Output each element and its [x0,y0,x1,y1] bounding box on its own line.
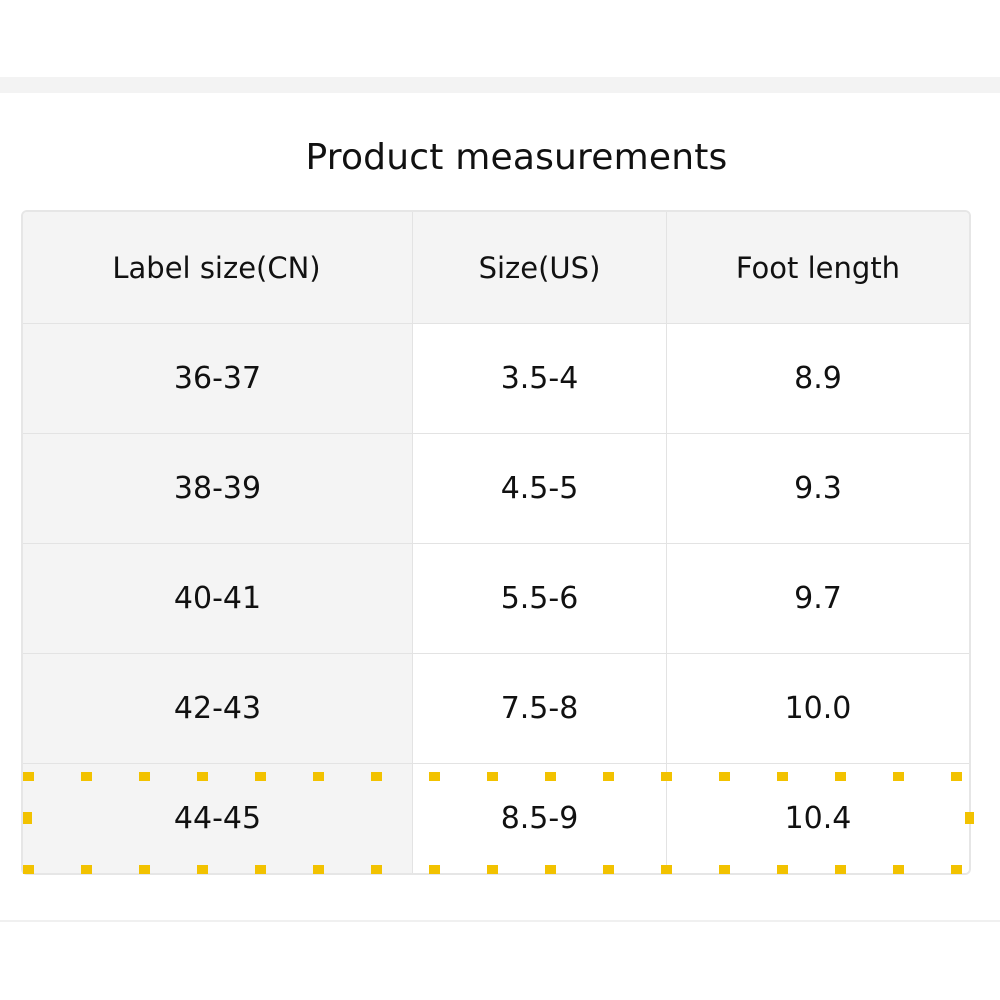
cell-label-size: 38-39 [23,434,413,543]
cell-label-size: 42-43 [23,654,413,763]
table-row-highlighted: 44-45 8.5-9 10.4 [23,763,969,873]
header-label-size: Label size(CN) [23,212,413,323]
page-title: Product measurements [305,137,728,178]
cell-size-us: 7.5-8 [413,654,667,763]
cell-label-size: 44-45 [23,764,413,873]
header-foot-length: Foot length [667,212,969,323]
cell-foot-length: 8.9 [667,324,969,433]
cell-foot-length: 9.3 [667,434,969,543]
bottom-divider [0,920,1000,922]
measurements-table: Label size(CN) Size(US) Foot length 36-3… [21,210,971,875]
cell-foot-length: 10.4 [667,764,969,873]
cell-size-us: 4.5-5 [413,434,667,543]
top-divider [0,77,1000,93]
table-row: 38-39 4.5-5 9.3 [23,433,969,543]
table-row: 42-43 7.5-8 10.0 [23,653,969,763]
cell-size-us: 3.5-4 [413,324,667,433]
cell-foot-length: 9.7 [667,544,969,653]
cell-size-us: 5.5-6 [413,544,667,653]
table-header-row: Label size(CN) Size(US) Foot length [23,212,969,323]
header-size-us: Size(US) [413,212,667,323]
table-row: 36-37 3.5-4 8.9 [23,323,969,433]
cell-foot-length: 10.0 [667,654,969,763]
table-row: 40-41 5.5-6 9.7 [23,543,969,653]
cell-size-us: 8.5-9 [413,764,667,873]
cell-label-size: 36-37 [23,324,413,433]
cell-label-size: 40-41 [23,544,413,653]
